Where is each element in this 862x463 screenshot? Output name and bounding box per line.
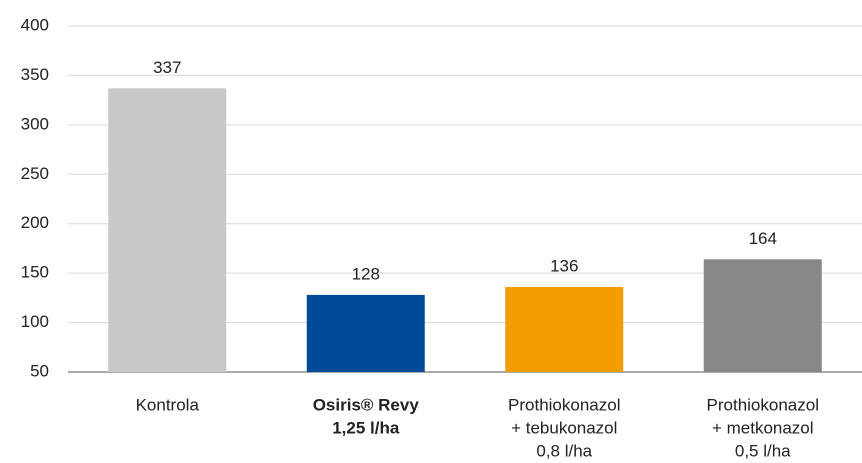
x-tick-label: 0,5 l/ha	[735, 441, 791, 460]
value-label: 337	[153, 58, 181, 77]
y-tick-label: 50	[30, 361, 49, 380]
y-tick-label: 400	[21, 15, 49, 34]
value-label: 164	[749, 229, 777, 248]
x-tick-label: Osiris® Revy	[313, 395, 420, 414]
value-label: 128	[352, 264, 380, 283]
y-tick-label: 300	[21, 114, 49, 133]
x-tick-label: Prothiokonazol	[707, 395, 819, 414]
bar	[108, 88, 227, 372]
bar	[703, 259, 822, 372]
y-tick-label: 150	[21, 263, 49, 282]
x-tick-label: + metkonazol	[712, 418, 814, 437]
x-tick-label: Kontrola	[136, 395, 200, 414]
y-tick-label: 250	[21, 164, 49, 183]
x-tick-label: 0,8 l/ha	[536, 441, 592, 460]
x-tick-label: 1,25 l/ha	[332, 418, 400, 437]
value-label: 136	[550, 256, 578, 275]
bar	[306, 294, 425, 372]
x-tick-label: Prothiokonazol	[508, 395, 620, 414]
y-tick-label: 100	[21, 312, 49, 331]
bar	[505, 286, 624, 372]
y-tick-label: 200	[21, 213, 49, 232]
y-tick-label: 350	[21, 65, 49, 84]
x-tick-label: + tebukonazol	[511, 418, 617, 437]
